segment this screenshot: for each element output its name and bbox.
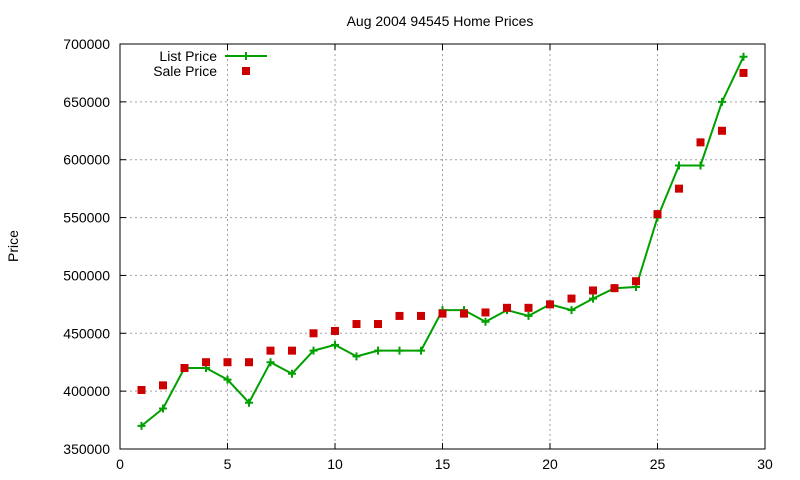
data-point-list-price [309,346,318,355]
x-tick-label: 20 [542,456,558,472]
data-point-sale-price [288,346,296,355]
data-point-sale-price [632,277,640,286]
data-point-sale-price [653,210,662,219]
data-point-sale-price [696,138,705,147]
y-tick-label: 700000 [63,36,110,52]
series-sale-price [137,68,748,394]
data-point-sale-price [567,294,576,303]
data-point-list-price [374,346,382,355]
y-tick-label: 400000 [63,383,110,399]
legend-marker-list-price [242,52,250,60]
data-point-list-price [352,352,361,361]
data-point-sale-price [481,308,490,317]
x-tick-label: 15 [435,456,451,472]
x-tick-label: 25 [650,456,666,472]
data-point-sale-price [245,358,253,367]
series [137,52,748,430]
data-point-sale-price [503,303,511,312]
data-point-sale-price [417,311,425,320]
data-point-sale-price [159,381,167,390]
y-tick-label: 450000 [63,325,110,341]
y-tick-label: 500000 [63,267,110,283]
axis-ticks: 0 5 10 15 20 25 30 350000 400000 450000 500000 5500… [63,36,773,472]
legend-label-list-price: List Price [159,48,217,64]
data-point-list-price [739,52,748,61]
x-tick-label: 30 [757,456,773,472]
data-point-sale-price [395,311,404,320]
data-point-list-price [675,161,683,170]
data-point-list-price [266,358,275,367]
chart-title: Aug 2004 94545 Home Prices [347,13,534,29]
data-point-list-price [567,306,576,315]
x-tick-label: 0 [116,456,124,472]
y-tick-label: 550000 [63,210,110,226]
data-point-list-price [223,375,232,384]
data-point-sale-price [524,303,533,312]
data-point-list-price [137,421,146,430]
data-point-sale-price [610,284,619,293]
data-point-sale-price [202,358,210,367]
y-tick-label: 650000 [63,94,110,110]
data-point-list-price [288,369,296,378]
data-point-sale-price [137,385,146,394]
data-point-sale-price [438,309,447,318]
x-tick-label: 5 [224,456,232,472]
x-tick-label: 10 [327,456,343,472]
data-point-sale-price [374,320,382,329]
data-point-list-price [524,311,533,320]
data-point-list-price [696,161,705,170]
legend: List Price Sale Price [153,48,267,79]
data-point-sale-price [266,346,275,355]
data-point-sale-price [546,300,554,309]
data-point-sale-price [460,309,468,318]
data-point-sale-price [352,320,361,329]
legend-label-sale-price: Sale Price [153,63,217,79]
data-point-list-price [331,340,339,349]
data-point-sale-price [589,286,597,295]
data-point-sale-price [223,358,232,367]
data-point-sale-price [331,326,339,335]
data-point-list-price [589,294,597,303]
data-point-list-price [481,317,490,326]
y-tick-label: 350000 [63,441,110,457]
y-tick-label: 600000 [63,152,110,168]
data-point-list-price [417,346,425,355]
data-point-sale-price [718,126,726,135]
data-point-list-price [395,346,404,355]
data-point-list-price [159,404,167,413]
data-point-sale-price [739,68,748,77]
data-point-sale-price [180,364,189,372]
data-point-sale-price [675,184,683,193]
data-point-list-price [718,97,726,106]
legend-marker-sale-price [242,67,250,75]
data-point-list-price [245,398,253,407]
y-axis-label: Price [5,230,21,262]
data-point-sale-price [309,329,318,338]
